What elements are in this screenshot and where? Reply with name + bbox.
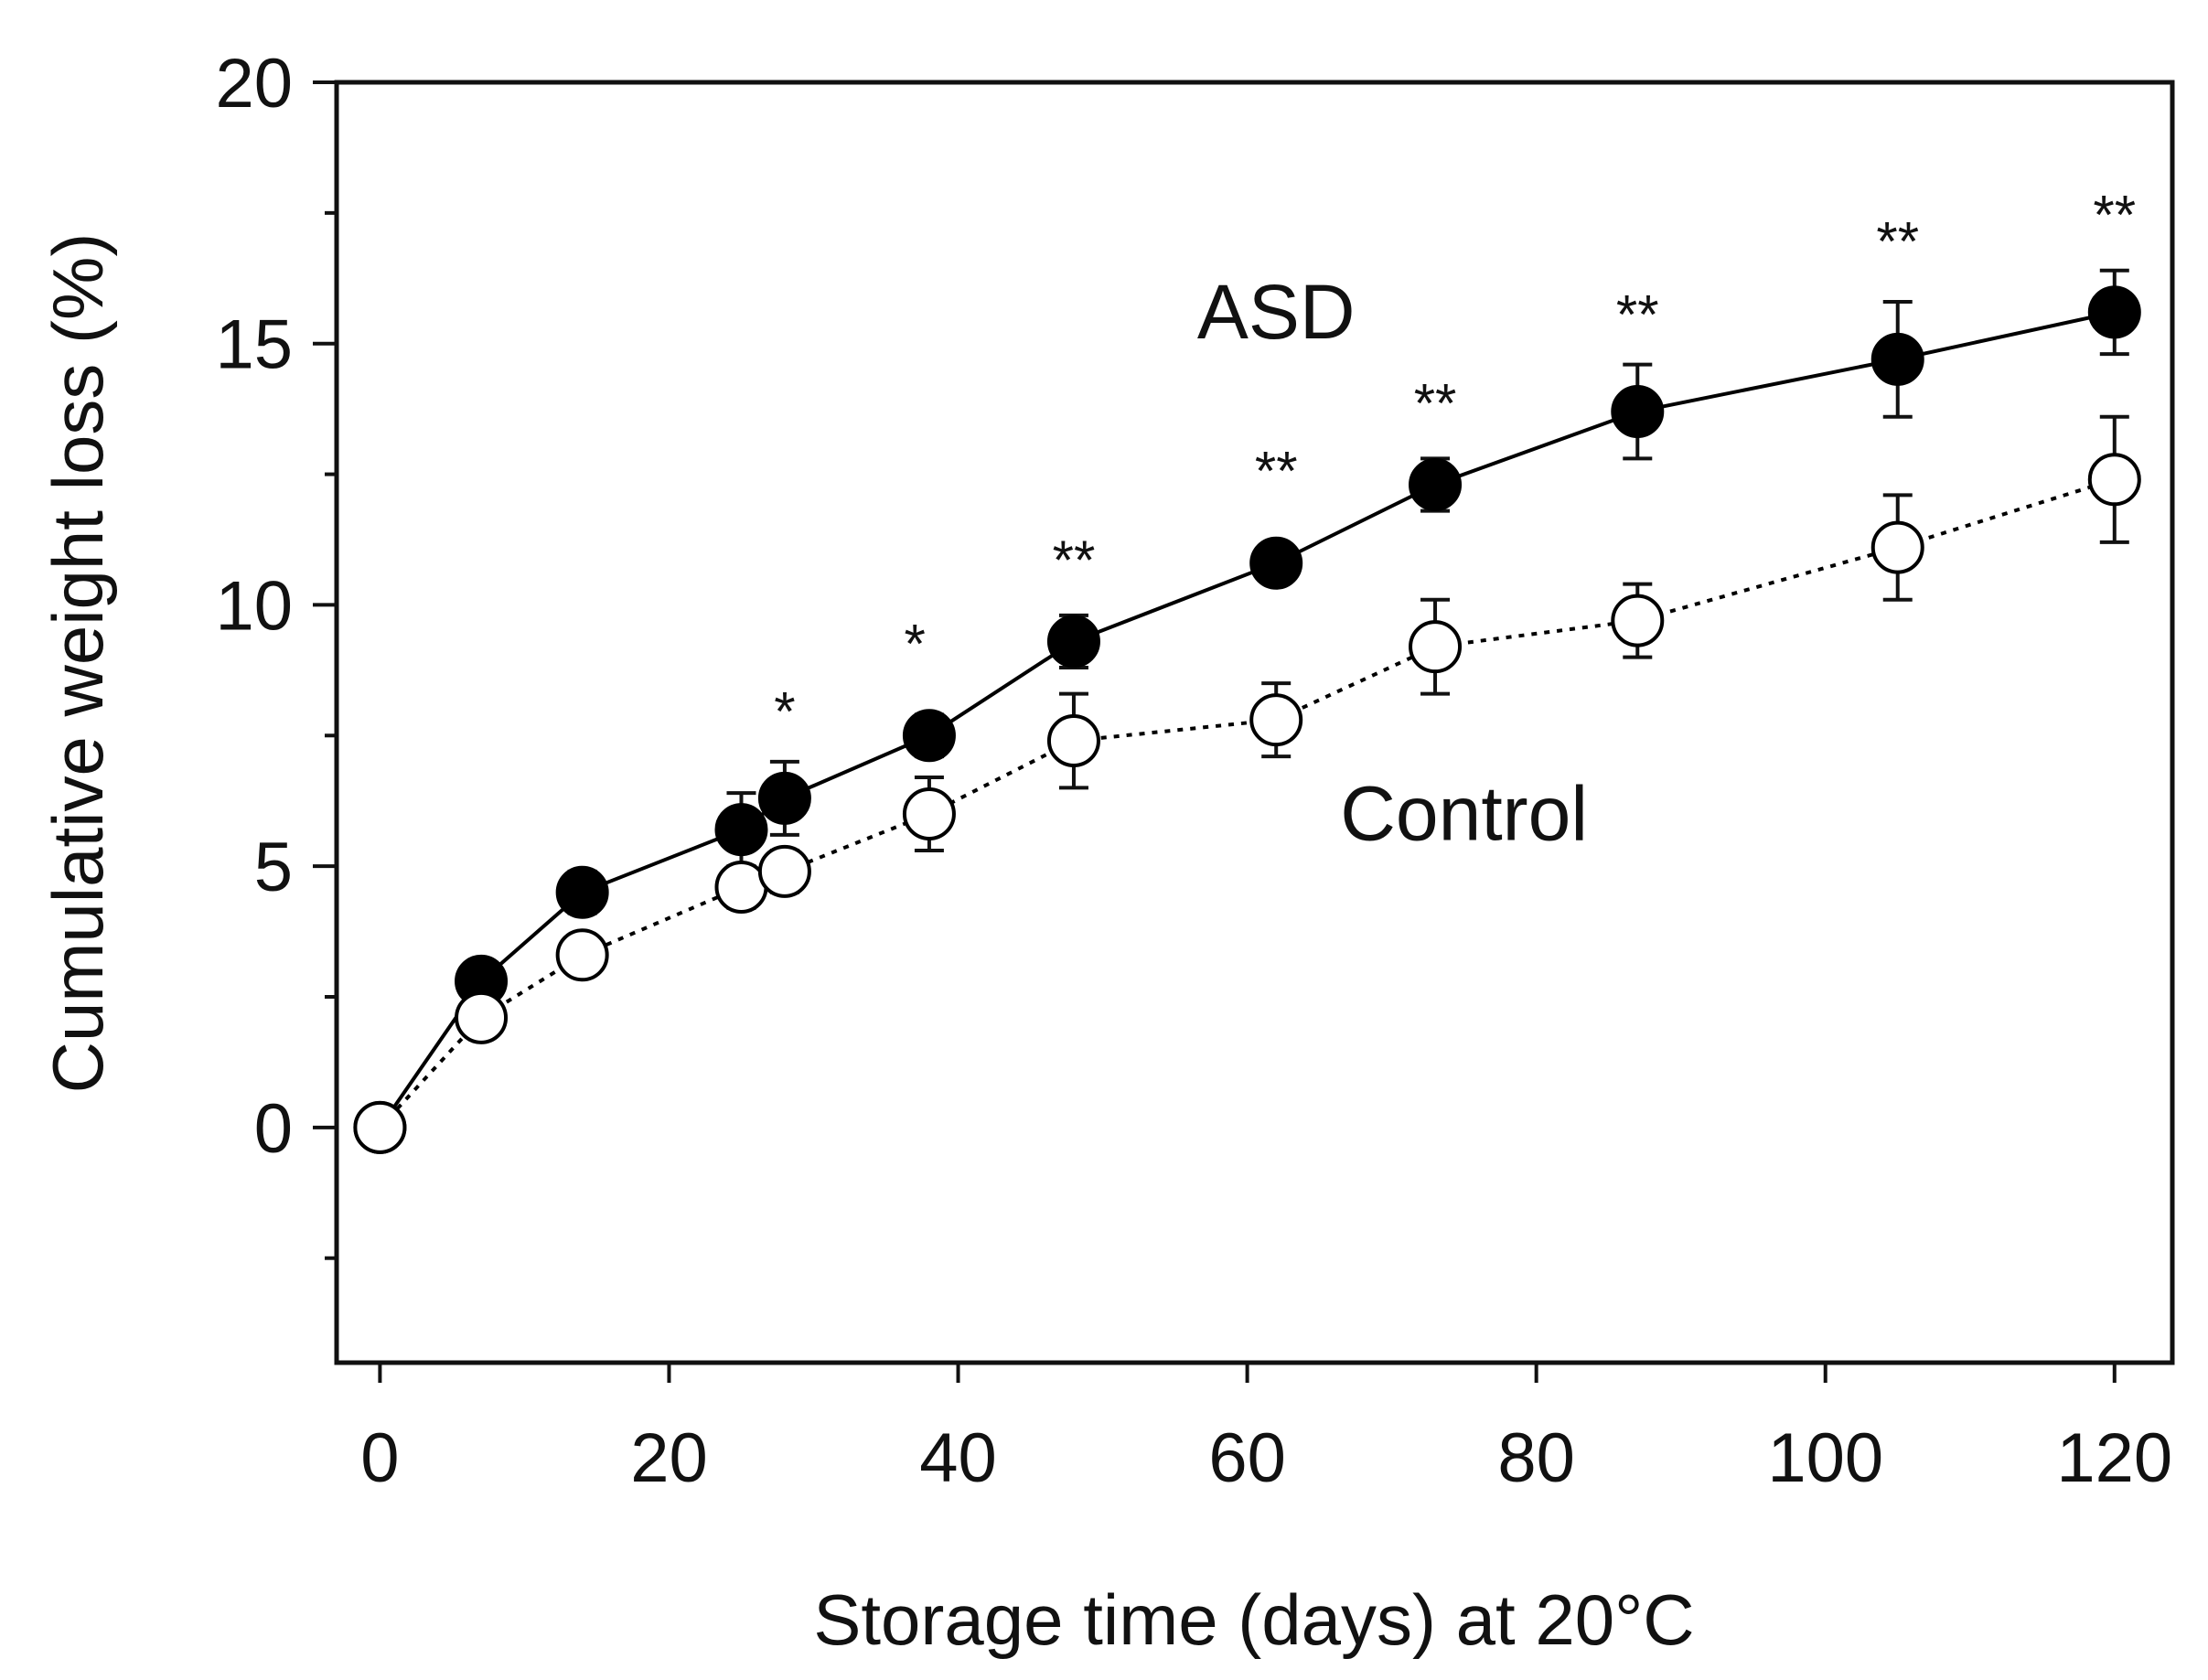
data-point-asd xyxy=(1409,458,1463,511)
x-tick-label: 40 xyxy=(919,1419,997,1497)
data-point-control xyxy=(902,787,956,840)
significance-marker: ** xyxy=(1255,441,1298,502)
significance-marker: * xyxy=(774,681,795,743)
y-tick-label: 0 xyxy=(254,1090,293,1168)
series-label-control: Control xyxy=(1340,771,1588,857)
significance-marker: * xyxy=(904,613,925,674)
y-axis-title: Cumulative weight loss (%) xyxy=(38,233,118,1094)
x-tick-label: 60 xyxy=(1208,1419,1286,1497)
data-point-control xyxy=(2087,453,2141,507)
x-tick-label: 120 xyxy=(2056,1419,2172,1497)
data-point-asd xyxy=(1870,332,1924,386)
data-point-control xyxy=(1611,594,1665,647)
x-tick-label: 80 xyxy=(1497,1419,1575,1497)
y-tick-label: 5 xyxy=(254,829,293,906)
data-point-asd xyxy=(757,771,811,825)
y-tick-label: 20 xyxy=(215,45,293,123)
x-tick-label: 20 xyxy=(630,1419,708,1497)
data-point-control xyxy=(455,990,509,1044)
data-point-asd xyxy=(1249,536,1303,590)
data-point-control xyxy=(1249,693,1303,747)
significance-marker: ** xyxy=(1616,284,1659,345)
series-layer xyxy=(353,268,2141,1154)
data-point-control xyxy=(353,1100,407,1154)
significance-marker: ** xyxy=(1053,530,1096,591)
x-tick-label: 100 xyxy=(1767,1419,1883,1497)
significance-marker: ** xyxy=(1876,210,1919,272)
x-axis-title: Storage time (days) at 20°C xyxy=(813,1579,1694,1660)
data-point-control xyxy=(555,928,609,982)
data-point-asd xyxy=(902,709,956,763)
data-point-asd xyxy=(714,803,768,857)
y-tick-label: 10 xyxy=(215,567,293,645)
data-point-control xyxy=(1046,714,1100,767)
data-point-control xyxy=(1409,620,1463,674)
data-point-control xyxy=(757,844,811,898)
significance-marker: ** xyxy=(1414,372,1457,433)
data-point-asd xyxy=(555,865,609,919)
series-label-asd: ASD xyxy=(1197,269,1356,355)
data-point-asd xyxy=(2087,285,2141,339)
axes: 0 20 40 60 80 100 120 0 5 10 15 20 xyxy=(215,45,2172,1497)
data-point-control xyxy=(1870,520,1924,574)
plot-frame xyxy=(334,80,2175,1365)
y-tick-label: 15 xyxy=(215,306,293,384)
x-tick-label: 0 xyxy=(360,1419,399,1497)
data-point-asd xyxy=(1046,615,1100,669)
data-point-asd xyxy=(1611,385,1665,438)
significance-marker: ** xyxy=(2093,185,2136,246)
